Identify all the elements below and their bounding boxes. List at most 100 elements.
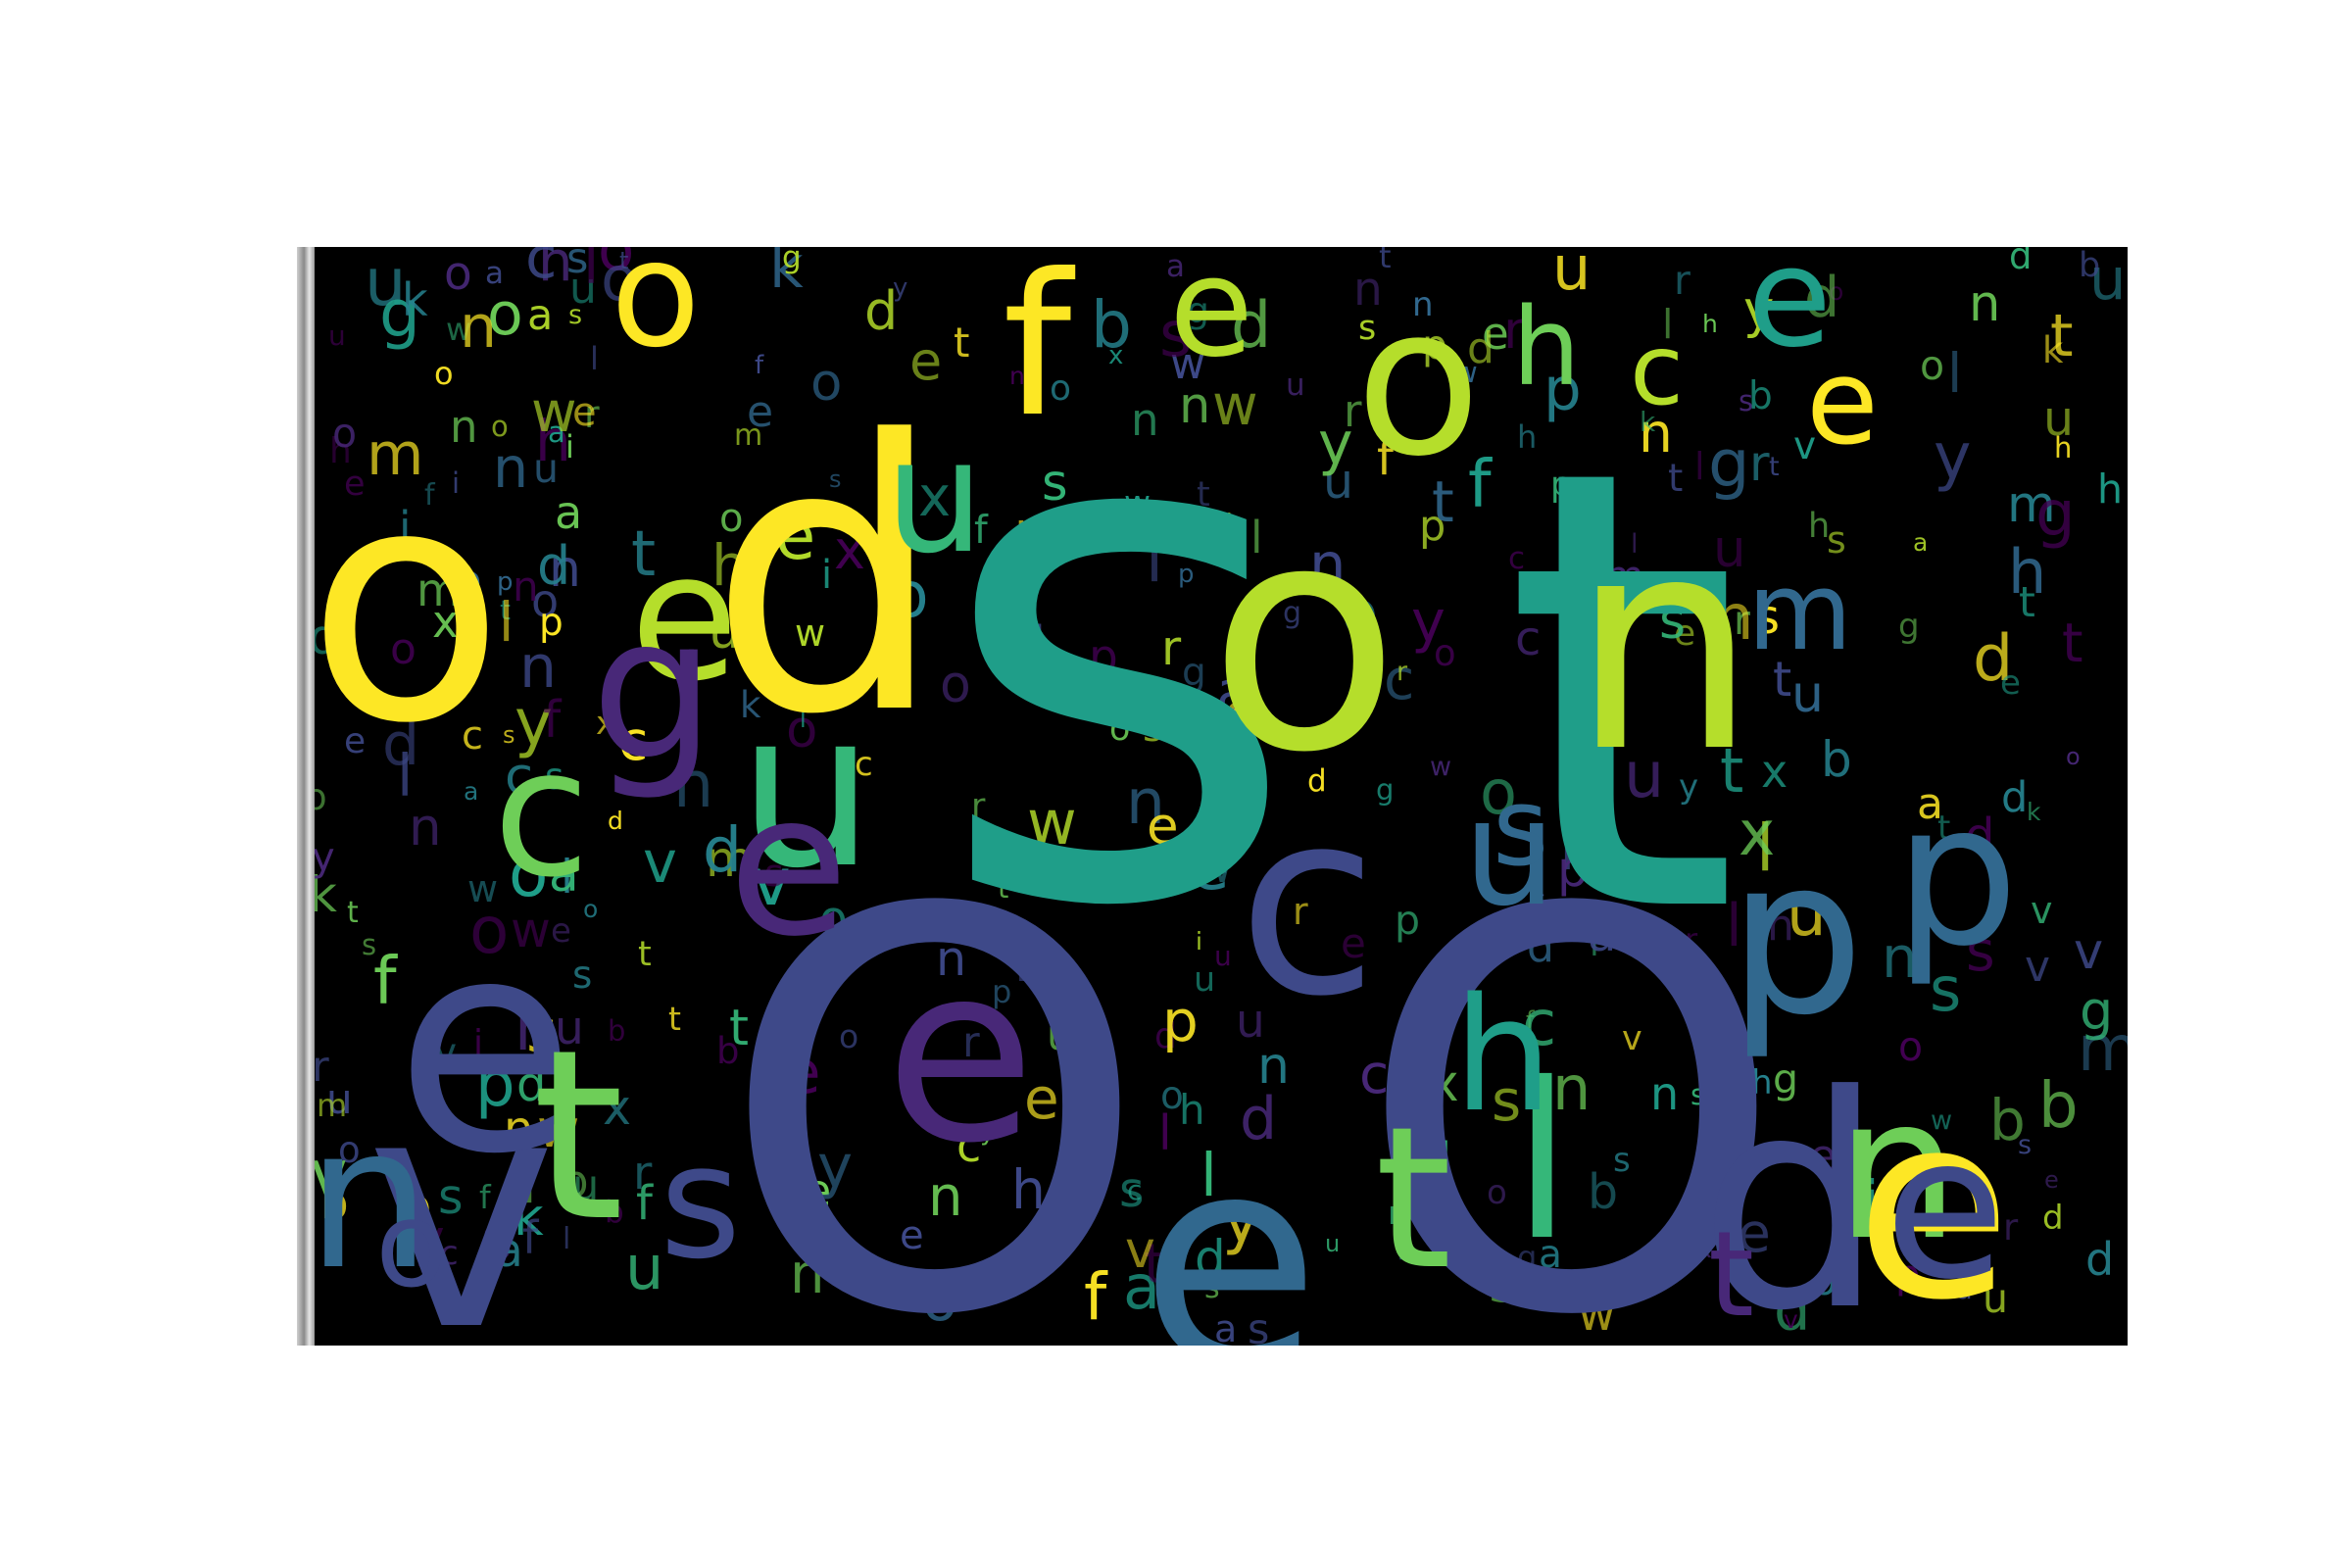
cloud-filler-letter: d <box>2001 773 2028 822</box>
cloud-filler-letter: l <box>1703 984 1712 1021</box>
cloud-filler-letter: s <box>1966 919 1995 984</box>
cloud-filler-letter: o <box>531 574 559 627</box>
cloud-filler-letter: s <box>526 997 558 1066</box>
cloud-filler-letter: g <box>1708 425 1750 502</box>
cloud-filler-letter: o <box>1160 1074 1184 1118</box>
cloud-filler-letter: o <box>598 247 634 284</box>
cloud-filler-letter: t <box>1720 735 1743 807</box>
cloud-filler-letter: n <box>1309 530 1346 598</box>
cloud-filler-letter: o <box>338 1129 361 1171</box>
cloud-filler-letter: o <box>1050 368 1071 409</box>
cloud-filler-letter: o <box>583 895 598 923</box>
cloud-filler-letter: w <box>795 612 825 655</box>
cloud-filler-letter: v <box>752 844 791 920</box>
cloud-filler-letter: a <box>1216 658 1251 725</box>
cloud-filler-letter: e <box>551 911 571 951</box>
cloud-filler-letter: s <box>1358 309 1376 348</box>
cloud-filler-letter: f <box>636 1176 654 1231</box>
cloud-filler-letter: e <box>344 465 366 504</box>
cloud-filler-letter: l <box>1726 892 1742 960</box>
cloud-filler-letter: c <box>956 1119 981 1172</box>
cloud-filler-letter: b <box>605 1195 624 1230</box>
cloud-filler-letter: p <box>1135 484 1171 551</box>
cloud-filler-letter: n <box>1257 1037 1290 1096</box>
cloud-word: e <box>1806 335 1879 471</box>
cloud-filler-letter: n <box>1181 844 1199 877</box>
cloud-filler-letter: b <box>1588 1164 1618 1220</box>
cloud-filler-letter: c <box>1522 988 1556 1060</box>
cloud-filler-letter: r <box>962 1018 980 1067</box>
cloud-filler-letter: v <box>1125 1221 1155 1280</box>
cloud-filler-letter: y <box>1603 588 1618 616</box>
cloud-filler-letter: d <box>1973 622 2013 696</box>
cloud-filler-letter: o <box>1109 710 1130 749</box>
cloud-filler-letter: w <box>1456 1255 1478 1286</box>
cloud-word: v <box>366 1025 557 1346</box>
cloud-filler-letter: r <box>1685 921 1698 958</box>
cloud-filler-letter: r <box>584 393 600 436</box>
cloud-filler-letter: s <box>1659 592 1686 651</box>
cloud-filler-letter: u <box>1791 665 1824 724</box>
cloud-filler-letter: y <box>1411 587 1446 655</box>
cloud-filler-letter: t <box>1937 808 1950 848</box>
cloud-filler-letter: a <box>464 777 478 806</box>
cloud-filler-letter: s <box>1492 1067 1521 1134</box>
cloud-filler-letter: k <box>740 684 761 726</box>
cloud-filler-letter: o <box>469 893 509 968</box>
cloud-filler-letter: r <box>1734 597 1750 644</box>
cloud-filler-letter: s <box>1739 384 1753 417</box>
cloud-word: e <box>1855 1060 2012 1346</box>
cloud-filler-letter: s <box>503 721 515 749</box>
cloud-filler-letter: u <box>326 1075 353 1123</box>
cloud-filler-letter: a <box>495 1224 523 1278</box>
cloud-filler-letter: t <box>347 896 359 930</box>
cloud-filler-letter: m <box>1604 552 1644 600</box>
cloud-word: u <box>1463 768 1556 939</box>
cloud-filler-letter: o <box>1829 277 1843 306</box>
cloud-filler-letter: t <box>2050 302 2074 370</box>
cloud-filler-letter: y <box>980 1117 995 1147</box>
cloud-filler-letter: t <box>500 594 511 626</box>
cloud-filler-letter: d <box>864 280 898 342</box>
cloud-word: u <box>885 405 984 588</box>
cloud-filler-letter: i <box>473 1023 483 1063</box>
cloud-filler-letter: e <box>344 721 366 761</box>
cloud-filler-letter: l <box>1947 342 1962 405</box>
cloud-filler-letter: k <box>769 247 804 302</box>
cloud-filler-letter: p <box>1178 560 1195 589</box>
cloud-filler-letter: r <box>971 787 986 826</box>
cloud-filler-letter: w <box>1578 1288 1615 1342</box>
cloud-filler-letter: t <box>638 935 652 974</box>
cloud-filler-letter: y <box>1934 420 1971 494</box>
cloud-filler-letter: f <box>974 509 989 553</box>
cloud-word: o <box>1208 457 1400 821</box>
cloud-filler-letter: n <box>1353 263 1383 317</box>
cloud-filler-letter: s <box>362 928 376 961</box>
cloud-filler-letter: t <box>631 518 656 591</box>
image-left-edge <box>297 247 315 1346</box>
cloud-filler-letter: o <box>1434 632 1456 674</box>
cloud-filler-letter: o <box>601 247 638 315</box>
cloud-filler-letter: g <box>1376 773 1394 807</box>
cloud-filler-letter: g <box>1644 913 1674 968</box>
cloud-filler-letter: v <box>643 828 677 896</box>
cloud-filler-letter: s <box>1228 774 1261 848</box>
cloud-filler-letter: n <box>519 633 557 702</box>
cloud-filler-letter: o <box>2066 743 2081 770</box>
cloud-filler-letter: i <box>452 466 460 500</box>
cloud-filler-letter: w <box>531 380 577 445</box>
cloud-filler-letter: i <box>1864 1169 1879 1232</box>
cloud-filler-letter: b <box>1082 865 1100 898</box>
cloud-filler-letter: l <box>590 340 599 377</box>
cloud-word: m <box>1747 549 1852 674</box>
cloud-filler-letter: y <box>1216 504 1231 533</box>
cloud-filler-letter: w <box>1931 1105 1952 1136</box>
cloud-filler-letter: w <box>511 902 551 958</box>
cloud-filler-letter: e <box>784 1038 821 1107</box>
cloud-filler-letter: r <box>312 1043 329 1092</box>
cloud-filler-letter: n <box>790 1243 825 1306</box>
cloud-filler-letter: a <box>549 846 579 903</box>
cloud-filler-letter: n <box>1714 582 1754 655</box>
